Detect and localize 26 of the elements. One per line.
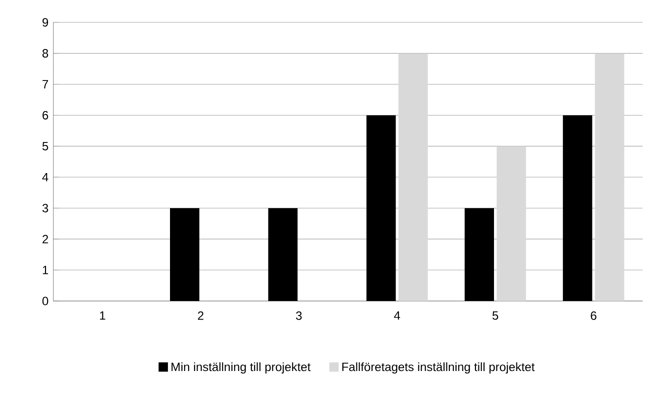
- bar: [594, 53, 624, 301]
- y-tick-label: 4: [42, 173, 48, 182]
- bar: [562, 115, 592, 301]
- bar: [464, 208, 494, 301]
- y-tick-label: 6: [42, 110, 48, 120]
- bar: [170, 208, 200, 301]
- bar: [496, 146, 526, 301]
- y-tick-label: 1: [42, 266, 48, 274]
- legend-label: Min inställning till projektet: [172, 362, 311, 374]
- x-tick-label: 6: [590, 311, 596, 320]
- bar: [366, 115, 396, 301]
- bar: [268, 208, 298, 301]
- bar: [398, 53, 428, 301]
- y-tick-label: 2: [42, 234, 48, 244]
- y-tick-label: 8: [42, 49, 48, 58]
- y-tick-label: 3: [42, 204, 48, 212]
- legend-label: Fallföretagets inställning till projektet: [342, 362, 535, 374]
- x-tick-label: 3: [296, 311, 302, 320]
- y-tick-label: 9: [42, 18, 48, 27]
- y-tick-label: 7: [42, 80, 48, 88]
- y-tick-label: 5: [42, 142, 48, 150]
- x-tick-label: 1: [100, 311, 106, 320]
- x-tick-label: 5: [492, 311, 498, 320]
- y-tick-label: 0: [42, 296, 48, 306]
- x-tick-label: 2: [198, 311, 204, 320]
- x-tick-label: 4: [394, 311, 400, 320]
